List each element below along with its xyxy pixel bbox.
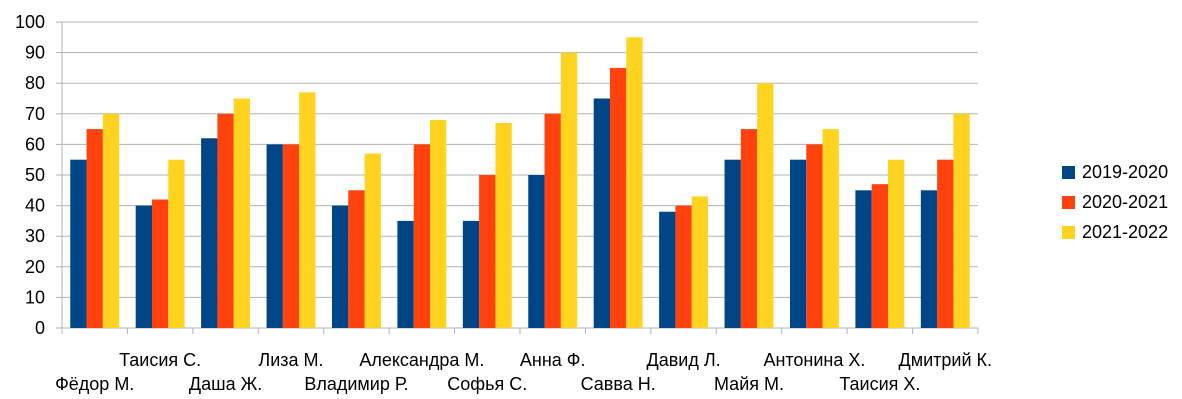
bar-2021-2022-10 [757, 83, 774, 328]
x-tick-label: Таисия С. [119, 350, 201, 370]
bar-2020-2021-12 [871, 184, 889, 328]
bar-2020-2021-6 [479, 175, 496, 328]
bar-2021-2022-3 [299, 92, 316, 328]
bar-2020-2021-11 [806, 144, 823, 328]
bar-2019-2020-3 [266, 144, 283, 328]
bar-2019-2020-12 [855, 190, 872, 328]
y-tick-label: 100 [15, 12, 45, 32]
legend-label: 2020-2021 [1082, 191, 1169, 212]
legend-swatch [1062, 225, 1075, 239]
bar-2020-2021-5 [413, 144, 431, 328]
bar-2020-2021-3 [282, 144, 300, 328]
y-tick-label: 80 [25, 73, 45, 93]
legend-swatch [1062, 195, 1075, 209]
legend-item-2021-2022: 2021-2022 [1062, 217, 1168, 247]
x-tick-label: Александра М. [359, 350, 484, 370]
bar-2020-2021-2 [217, 113, 234, 328]
legend-swatch [1062, 165, 1075, 179]
bar-2021-2022-13 [953, 113, 970, 328]
bar-2021-2022-1 [168, 159, 185, 328]
x-tick-label: Дмитрий К. [899, 350, 992, 370]
bar-2020-2021-9 [675, 205, 692, 328]
y-tick-label: 20 [25, 257, 45, 277]
y-tick-label: 10 [25, 287, 45, 307]
bar-2021-2022-11 [822, 129, 839, 328]
legend-item-2019-2020: 2019-2020 [1062, 157, 1168, 187]
bar-2019-2020-1 [135, 205, 152, 328]
bar-2021-2022-6 [495, 122, 512, 328]
bar-2019-2020-2 [201, 138, 218, 328]
x-tick-label: Анна Ф. [520, 350, 586, 370]
x-tick-label: Фёдор М. [55, 374, 134, 394]
bar-2019-2020-7 [528, 175, 545, 328]
bar-2020-2021-0 [86, 129, 103, 328]
bar-2020-2021-8 [609, 67, 627, 329]
bar-2019-2020-6 [462, 220, 480, 328]
bar-2020-2021-4 [348, 190, 365, 328]
y-tick-label: 90 [25, 43, 45, 63]
legend-item-2020-2021: 2020-2021 [1062, 187, 1168, 217]
legend-label: 2021-2022 [1082, 221, 1169, 242]
bar-2019-2020-10 [724, 159, 741, 328]
x-tick-label: Таисия Х. [839, 374, 920, 394]
y-tick-label: 0 [35, 318, 45, 338]
x-tick-label: Давид Л. [647, 350, 721, 370]
legend: 2019-2020 2020-2021 2021-2022 [1062, 157, 1168, 247]
legend-label: 2019-2020 [1082, 161, 1169, 182]
bar-2019-2020-0 [70, 159, 87, 328]
bar-2021-2022-5 [430, 119, 447, 328]
bar-2020-2021-7 [544, 113, 561, 328]
x-tick-label: Антонина Х. [763, 350, 865, 370]
bar-2021-2022-12 [888, 159, 905, 328]
x-tick-label: Софья С. [447, 374, 527, 394]
bar-2021-2022-7 [560, 52, 578, 328]
y-tick-label: 50 [25, 165, 45, 185]
x-tick-label: Даша Ж. [189, 374, 262, 394]
y-tick-label: 30 [25, 226, 45, 246]
x-tick-label: Лиза М. [258, 350, 323, 370]
x-tick-label: Савва Н. [581, 374, 656, 394]
bar-2019-2020-4 [331, 205, 349, 328]
y-tick-label: 70 [25, 104, 45, 124]
bar-2020-2021-1 [151, 199, 169, 328]
bar-2021-2022-9 [691, 196, 709, 328]
bar-2019-2020-11 [789, 159, 807, 328]
x-tick-label: Владимир Р. [304, 374, 408, 394]
bar-2020-2021-13 [937, 159, 954, 328]
bar-2019-2020-9 [659, 211, 676, 328]
bar-2021-2022-8 [626, 37, 643, 329]
bar-2021-2022-0 [102, 113, 120, 328]
y-tick-label: 60 [25, 134, 45, 154]
bar-2021-2022-4 [364, 153, 381, 328]
bar-2019-2020-8 [593, 98, 610, 328]
bar-2020-2021-10 [740, 129, 758, 328]
bar-2019-2020-13 [920, 190, 938, 328]
bar-2019-2020-5 [397, 220, 414, 328]
x-tick-label: Майя М. [714, 374, 784, 394]
y-tick-label: 40 [25, 196, 45, 216]
bar-2021-2022-2 [233, 98, 251, 328]
